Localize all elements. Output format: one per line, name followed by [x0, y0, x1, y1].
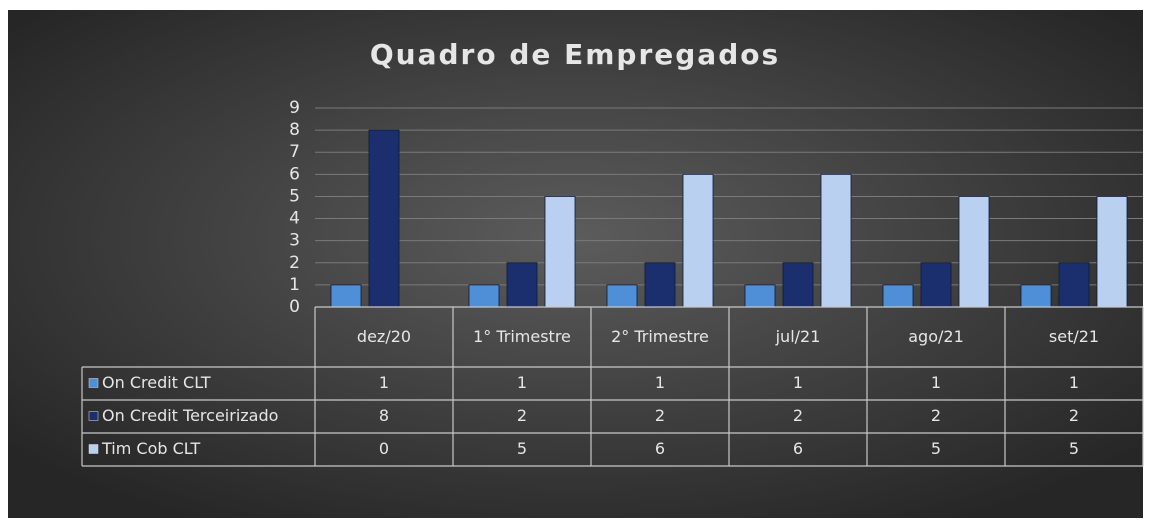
table-value: 2	[655, 406, 665, 425]
chart-title: Quadro de Empregados	[370, 38, 780, 71]
bar	[1058, 262, 1090, 308]
y-tick-label: 0	[289, 297, 300, 317]
table-value: 1	[931, 373, 941, 392]
y-tick-label: 6	[289, 164, 300, 184]
x-tick-label: ago/21	[908, 327, 964, 346]
y-tick-label: 8	[289, 120, 300, 140]
legend-key	[88, 411, 99, 421]
category-cell: 1° Trimestre	[473, 327, 571, 346]
category-cell: 2° Trimestre	[611, 327, 709, 346]
bar	[882, 284, 914, 308]
x-tick-label: jul/21	[775, 327, 821, 346]
y-tick-label: 3	[289, 231, 300, 251]
table-value: 1	[1069, 373, 1079, 392]
category-cell: dez/20	[356, 327, 412, 346]
table-value: 5	[931, 439, 941, 458]
table-value: 0	[379, 439, 389, 458]
y-tick-label: 4	[289, 209, 300, 229]
bar	[368, 129, 400, 308]
table-value: 1	[793, 373, 803, 392]
bar	[606, 284, 638, 308]
table-value: 2	[793, 406, 803, 425]
table-value: 5	[1069, 439, 1079, 458]
x-tick-label: 2° Trimestre	[611, 327, 709, 346]
category-cell: set/21	[1048, 327, 1100, 346]
y-tick-label: 7	[289, 142, 300, 162]
bar	[644, 262, 676, 308]
y-tick-label: 9	[289, 98, 300, 118]
legend-key	[88, 378, 99, 388]
table-value: 5	[517, 439, 527, 458]
bar	[506, 262, 538, 308]
y-tick-label: 2	[289, 253, 300, 273]
bar	[820, 173, 852, 308]
y-tick-label: 1	[289, 275, 300, 295]
legend-label: On Credit Terceirizado	[102, 406, 278, 425]
bar	[1096, 196, 1128, 308]
x-tick-label: set/21	[1048, 327, 1100, 346]
bar	[920, 262, 952, 308]
y-tick-label: 5	[289, 186, 300, 206]
category-cell: ago/21	[908, 327, 964, 346]
bar	[1020, 284, 1052, 308]
table-value: 2	[517, 406, 527, 425]
legend-label: On Credit CLT	[102, 373, 211, 392]
legend-key	[88, 444, 99, 454]
table-value: 2	[1069, 406, 1079, 425]
x-tick-label: 1° Trimestre	[473, 327, 571, 346]
bar	[330, 284, 362, 308]
table-value: 6	[793, 439, 803, 458]
category-cell: jul/21	[775, 327, 821, 346]
bar	[544, 196, 576, 308]
table-value: 1	[655, 373, 665, 392]
bar	[958, 196, 990, 308]
bar	[744, 284, 776, 308]
table-value: 8	[379, 406, 389, 425]
table-value: 2	[931, 406, 941, 425]
table-value: 1	[517, 373, 527, 392]
legend-label: Tim Cob CLT	[101, 439, 200, 458]
bar	[782, 262, 814, 308]
x-tick-label: dez/20	[356, 327, 412, 346]
bar	[682, 173, 714, 308]
table-value: 6	[655, 439, 665, 458]
table-value: 1	[379, 373, 389, 392]
bar	[468, 284, 500, 308]
